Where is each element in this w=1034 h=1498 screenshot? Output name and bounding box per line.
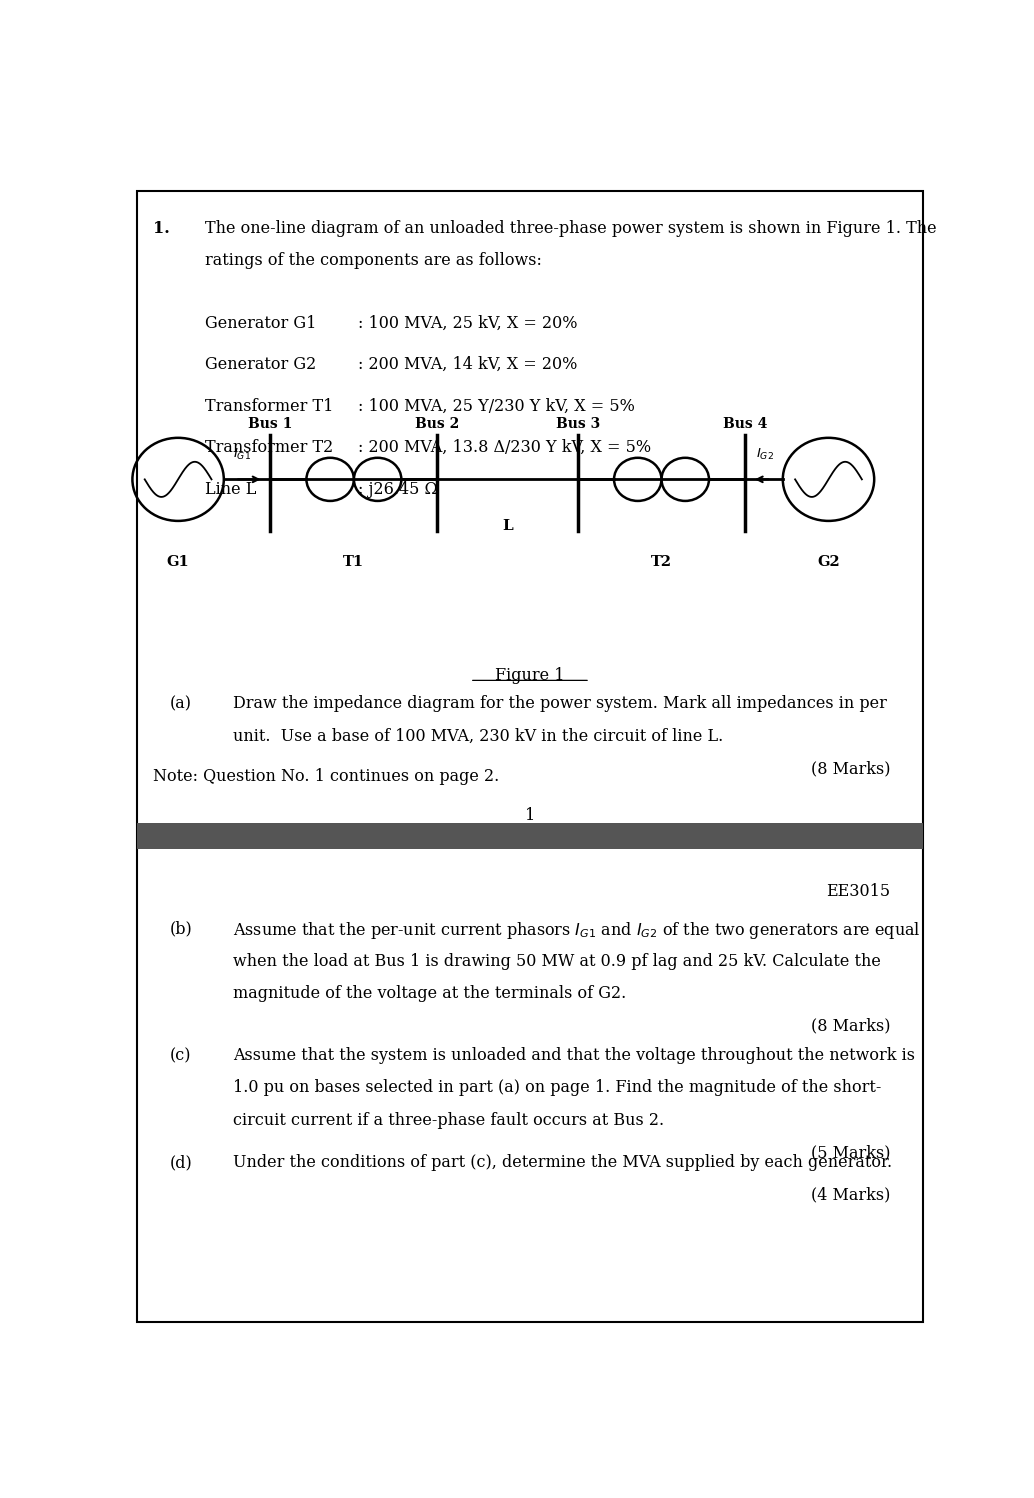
Text: L: L <box>503 520 513 533</box>
Text: Generator G1: Generator G1 <box>206 315 316 331</box>
Text: Draw the impedance diagram for the power system. Mark all impedances in per: Draw the impedance diagram for the power… <box>234 695 887 713</box>
Text: Bus 2: Bus 2 <box>416 418 459 431</box>
Text: Figure 1: Figure 1 <box>495 667 565 683</box>
Text: Bus 4: Bus 4 <box>723 418 767 431</box>
Text: T2: T2 <box>651 556 672 569</box>
Text: (8 Marks): (8 Marks) <box>811 759 890 777</box>
Text: (c): (c) <box>170 1047 191 1064</box>
Text: Transformer T2: Transformer T2 <box>206 439 334 457</box>
Text: magnitude of the voltage at the terminals of G2.: magnitude of the voltage at the terminal… <box>234 984 627 1002</box>
Text: (5 Marks): (5 Marks) <box>811 1144 890 1161</box>
Text: G1: G1 <box>166 556 189 569</box>
Text: 1.: 1. <box>153 220 170 237</box>
Text: Bus 3: Bus 3 <box>556 418 600 431</box>
Text: : j26.45 Ω: : j26.45 Ω <box>358 481 437 497</box>
Text: The one-line diagram of an unloaded three-phase power system is shown in Figure : The one-line diagram of an unloaded thre… <box>206 220 937 237</box>
Text: (8 Marks): (8 Marks) <box>811 1017 890 1034</box>
Text: ratings of the components are as follows:: ratings of the components are as follows… <box>206 253 542 270</box>
Text: Transformer T1: Transformer T1 <box>206 398 334 415</box>
Text: : 200 MVA, 14 kV, X = 20%: : 200 MVA, 14 kV, X = 20% <box>358 357 577 373</box>
Text: Line L: Line L <box>206 481 256 497</box>
Text: : 100 MVA, 25 Y/230 Y kV, X = 5%: : 100 MVA, 25 Y/230 Y kV, X = 5% <box>358 398 635 415</box>
Text: (a): (a) <box>170 695 191 713</box>
Text: $I_{G2}$: $I_{G2}$ <box>756 446 774 461</box>
Text: Note: Question No. 1 continues on page 2.: Note: Question No. 1 continues on page 2… <box>153 768 499 785</box>
Text: Bus 1: Bus 1 <box>248 418 293 431</box>
Text: T1: T1 <box>343 556 364 569</box>
Text: unit.  Use a base of 100 MVA, 230 kV in the circuit of line L.: unit. Use a base of 100 MVA, 230 kV in t… <box>234 728 724 745</box>
Text: (4 Marks): (4 Marks) <box>811 1186 890 1204</box>
Text: (d): (d) <box>170 1155 192 1171</box>
Text: (b): (b) <box>170 920 192 938</box>
Text: Under the conditions of part (c), determine the MVA supplied by each generator.: Under the conditions of part (c), determ… <box>234 1155 892 1171</box>
Text: circuit current if a three-phase fault occurs at Bus 2.: circuit current if a three-phase fault o… <box>234 1112 665 1129</box>
Text: Generator G2: Generator G2 <box>206 357 316 373</box>
Text: G2: G2 <box>817 556 840 569</box>
Text: EE3015: EE3015 <box>826 884 890 900</box>
Text: : 100 MVA, 25 kV, X = 20%: : 100 MVA, 25 kV, X = 20% <box>358 315 577 331</box>
Text: 1: 1 <box>525 807 535 824</box>
Bar <box>138 824 922 849</box>
Text: $I_{G1}$: $I_{G1}$ <box>233 446 250 461</box>
Text: when the load at Bus 1 is drawing 50 MW at 0.9 pf lag and 25 kV. Calculate the: when the load at Bus 1 is drawing 50 MW … <box>234 953 881 969</box>
Text: : 200 MVA, 13.8 Δ/230 Y kV, X = 5%: : 200 MVA, 13.8 Δ/230 Y kV, X = 5% <box>358 439 650 457</box>
Text: Assume that the per-unit current phasors $I_{G1}$ and $I_{G2}$ of the two genera: Assume that the per-unit current phasors… <box>234 920 921 941</box>
Text: 1.0 pu on bases selected in part (a) on page 1. Find the magnitude of the short-: 1.0 pu on bases selected in part (a) on … <box>234 1080 882 1097</box>
Text: Assume that the system is unloaded and that the voltage throughout the network i: Assume that the system is unloaded and t… <box>234 1047 915 1064</box>
